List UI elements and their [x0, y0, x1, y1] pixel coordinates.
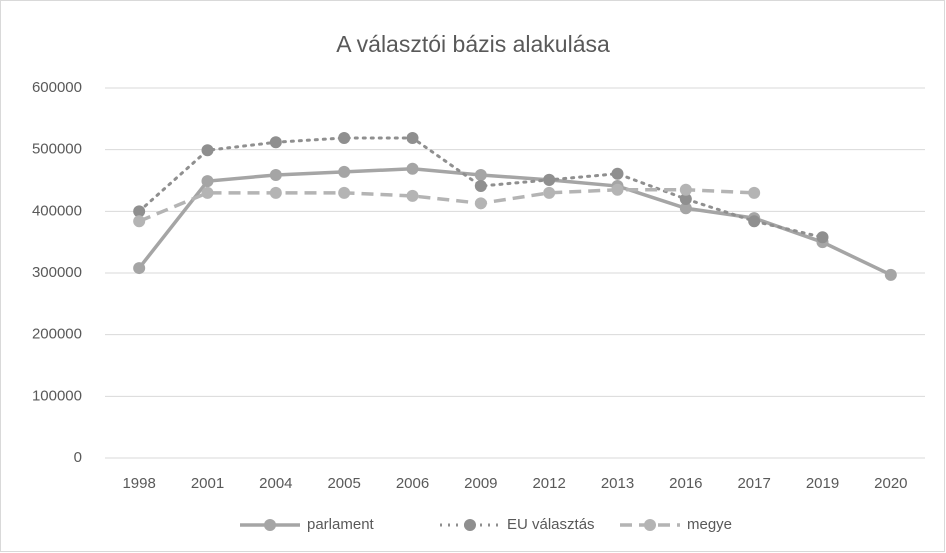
x-tick-label: 2019 [806, 475, 839, 492]
data-point [201, 186, 214, 199]
y-tick-label: 400000 [32, 202, 82, 219]
x-tick-label: 2006 [396, 475, 429, 492]
data-point [748, 215, 761, 228]
y-tick-label: 600000 [32, 79, 82, 96]
data-point [201, 144, 214, 157]
legend-marker [264, 519, 276, 531]
data-point [679, 183, 692, 196]
y-tick-label: 500000 [32, 141, 82, 158]
y-tick-label: 200000 [32, 326, 82, 343]
data-point [611, 183, 624, 196]
data-point [748, 186, 761, 199]
series-line [137, 167, 892, 277]
data-point [611, 167, 624, 180]
data-point [269, 136, 282, 149]
data-point [884, 268, 897, 281]
legend-marker [644, 519, 656, 531]
data-point [133, 215, 146, 228]
data-point [474, 180, 487, 193]
x-tick-label: 2016 [669, 475, 702, 492]
data-point [406, 131, 419, 144]
series-line [138, 188, 755, 223]
data-point [338, 186, 351, 199]
x-tick-label: 2009 [464, 475, 497, 492]
series-line [137, 136, 824, 239]
chart-title: A választói bázis alakulása [336, 31, 610, 57]
data-point [543, 173, 556, 186]
data-point [133, 205, 146, 218]
y-tick-label: 100000 [32, 387, 82, 404]
x-tick-label: 1998 [122, 475, 155, 492]
x-tick-label: 2004 [259, 475, 292, 492]
data-point [406, 162, 419, 175]
data-point [406, 189, 419, 202]
x-tick-label: 2005 [327, 475, 360, 492]
data-point [679, 193, 692, 205]
data-point [474, 197, 487, 210]
legend-label: megye [687, 516, 732, 533]
legend-label: EU választás [507, 516, 595, 533]
legend-label: parlament [307, 516, 375, 533]
data-point [679, 202, 692, 215]
data-point [543, 186, 556, 199]
data-point [816, 231, 829, 244]
data-point [338, 131, 351, 144]
data-point [201, 175, 214, 188]
x-tick-label: 2017 [737, 475, 770, 492]
y-tick-label: 300000 [32, 264, 82, 281]
data-point [269, 186, 282, 199]
x-tick-label: 2012 [532, 475, 565, 492]
data-point [269, 168, 282, 181]
x-tick-label: 2013 [601, 475, 634, 492]
data-point [474, 168, 487, 181]
x-tick-label: 2001 [191, 475, 224, 492]
data-point [133, 262, 146, 275]
x-tick-label: 2020 [874, 475, 907, 492]
data-point [338, 165, 351, 178]
legend-marker [464, 519, 476, 531]
y-tick-label: 0 [74, 449, 82, 466]
